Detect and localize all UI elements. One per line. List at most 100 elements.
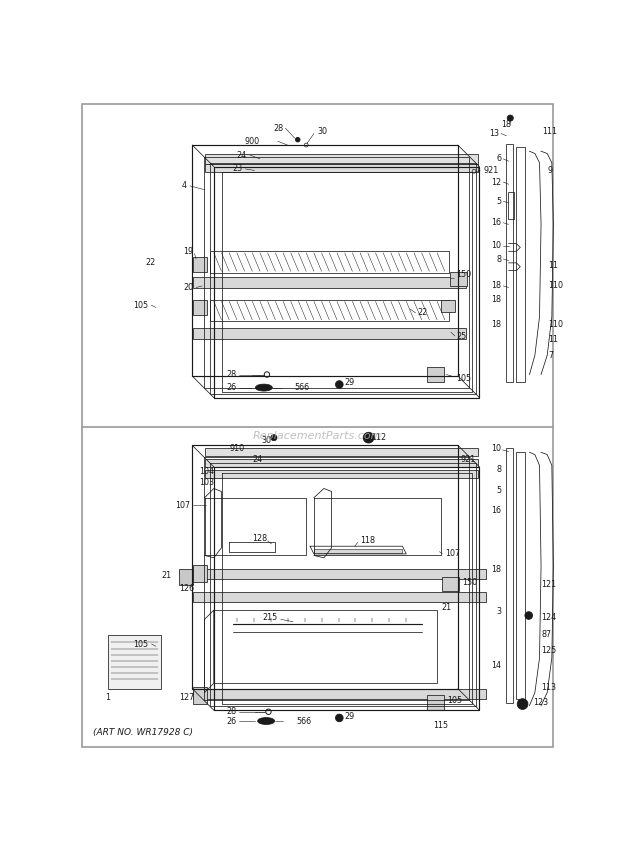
Text: 19: 19 [183,247,193,255]
Bar [205,164,478,172]
Bar [314,549,402,553]
Text: 900: 900 [245,137,260,146]
Text: 127: 127 [179,694,195,702]
Text: 150: 150 [456,270,471,279]
Text: 112: 112 [371,433,387,442]
Text: 26: 26 [227,383,237,392]
Bar [507,143,513,382]
Text: 25: 25 [456,331,467,341]
Text: 22: 22 [146,258,156,267]
Text: 18: 18 [491,282,501,291]
Text: ReplacementParts.com: ReplacementParts.com [253,431,383,441]
Text: 124: 124 [541,614,556,622]
Text: 22: 22 [418,309,428,318]
Text: 24: 24 [252,454,262,464]
Bar [441,300,455,312]
Text: 30: 30 [317,127,328,137]
Bar [508,192,514,219]
Text: 10: 10 [491,444,501,453]
Circle shape [271,435,277,441]
Text: 14: 14 [491,661,501,670]
Text: 29: 29 [345,711,355,721]
Circle shape [295,137,300,142]
Bar [205,153,478,164]
Text: 105: 105 [133,640,148,648]
Bar [108,635,161,689]
Text: 28: 28 [227,707,237,717]
Text: 11: 11 [548,336,558,344]
Text: 16: 16 [491,218,501,228]
Bar [193,569,485,578]
Text: 4: 4 [182,181,187,191]
Text: 910: 910 [229,444,245,453]
Text: 921: 921 [460,454,476,464]
Text: 3: 3 [496,607,501,616]
Text: 26: 26 [227,717,237,726]
Ellipse shape [255,384,272,391]
Text: 110: 110 [548,282,563,291]
Text: 566: 566 [296,717,311,726]
Text: 1: 1 [105,694,110,702]
Bar [205,459,478,467]
Bar [427,695,444,711]
Text: 107: 107 [445,550,460,558]
Text: 5: 5 [496,196,501,206]
Text: 125: 125 [541,646,556,655]
Text: 23: 23 [232,164,242,174]
Text: 107: 107 [175,501,191,510]
Text: 18: 18 [491,565,501,574]
Bar [193,257,207,272]
Bar [179,568,193,586]
Bar [210,251,449,273]
Text: 104: 104 [199,467,214,476]
Bar [193,689,485,700]
Text: 921: 921 [484,166,498,175]
Text: 110: 110 [548,320,563,329]
Circle shape [525,612,533,620]
Text: 18: 18 [502,120,512,129]
Circle shape [363,432,374,443]
Bar [205,448,478,456]
Text: 105: 105 [456,373,471,383]
Text: 105: 105 [133,301,148,309]
Bar [507,448,513,702]
Text: 126: 126 [179,584,195,593]
Text: 28: 28 [227,370,237,379]
Bar [193,300,207,315]
Bar [516,453,525,699]
Text: 115: 115 [433,721,448,730]
Bar [193,566,207,583]
Bar [193,277,466,287]
Text: 118: 118 [360,536,375,545]
Text: 113: 113 [541,683,556,691]
Circle shape [335,381,343,389]
Text: 128: 128 [252,534,267,543]
Bar [450,272,467,286]
Ellipse shape [258,717,275,724]
Bar [193,687,207,704]
Text: 20: 20 [183,283,193,292]
Bar [443,577,459,591]
Text: 24: 24 [237,151,247,159]
Text: 16: 16 [491,506,501,514]
Text: 105: 105 [447,695,463,705]
Text: 29: 29 [345,378,355,387]
Bar [193,328,466,339]
Text: 87: 87 [541,631,551,639]
Text: 8: 8 [496,464,501,474]
Text: 121: 121 [541,580,556,589]
Text: 566: 566 [294,383,310,392]
Text: 5: 5 [496,486,501,495]
Text: 7: 7 [548,351,553,360]
Circle shape [335,714,343,722]
Bar [193,593,485,602]
Circle shape [507,115,513,121]
Text: (ART NO. WR17928 C): (ART NO. WR17928 C) [93,728,193,737]
Text: 12: 12 [491,178,501,186]
Text: 9: 9 [548,166,553,175]
Text: 18: 18 [491,320,501,329]
Bar [210,300,449,321]
Text: 215: 215 [262,614,278,622]
Text: 103: 103 [199,478,214,486]
Text: 13: 13 [489,129,498,138]
